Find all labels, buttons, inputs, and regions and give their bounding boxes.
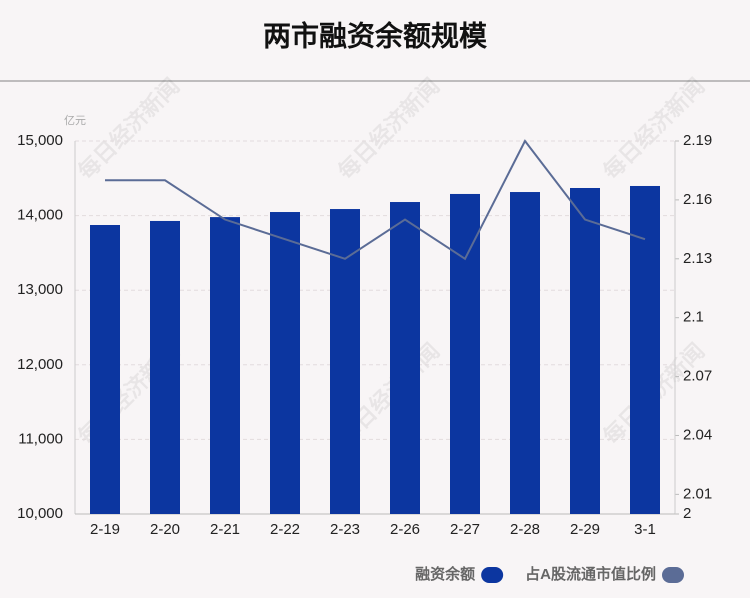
y-tick-label: 14,000: [17, 207, 63, 224]
x-tick-label: 2-21: [210, 521, 240, 538]
x-tick-label: 2-27: [450, 521, 480, 538]
y2-tick-label: 2.19: [683, 132, 712, 149]
x-tick-label: 2-29: [570, 521, 600, 538]
y2-tick-label: 2: [683, 505, 691, 522]
y2-tick-label: 2.04: [683, 426, 712, 443]
x-tick-label: 2-23: [330, 521, 360, 538]
bar: [90, 224, 120, 514]
legend-swatch: [662, 567, 684, 583]
y2-tick-label: 2.13: [683, 250, 712, 267]
bar: [450, 193, 480, 514]
x-tick-label: 2-19: [90, 521, 120, 538]
y-tick-label: 15,000: [17, 132, 63, 149]
bar: [510, 192, 540, 514]
y2-tick-label: 2.16: [683, 191, 712, 208]
bar: [630, 185, 660, 514]
y-tick-label: 11,000: [18, 430, 63, 447]
legend-label: 融资余额: [415, 565, 475, 583]
y2-tick-label: 2.1: [683, 309, 704, 326]
y2-tick-label: 2.01: [683, 485, 712, 502]
y-tick-label: 10,000: [17, 505, 63, 522]
x-tick-label: 2-28: [510, 521, 540, 538]
bar: [330, 209, 360, 514]
y-unit: 亿元: [64, 114, 86, 127]
x-tick-label: 2-20: [150, 521, 180, 538]
y2-tick-label: 2.07: [683, 368, 712, 385]
bar: [210, 217, 240, 515]
bar: [270, 212, 300, 514]
bar: [390, 202, 420, 514]
x-tick-label: 2-22: [270, 521, 300, 538]
line: [105, 139, 646, 261]
legend-label: 占A股流通市值比例: [525, 565, 656, 583]
y-tick-label: 13,000: [17, 281, 63, 298]
x-tick-label: 2-26: [390, 521, 420, 538]
bar: [570, 187, 600, 515]
bar: [150, 220, 180, 515]
chart-title: 两市融资余额规模: [263, 19, 488, 51]
x-tick-label: 3-1: [634, 521, 656, 538]
y-tick-label: 12,000: [17, 356, 63, 373]
legend-swatch: [481, 567, 504, 583]
